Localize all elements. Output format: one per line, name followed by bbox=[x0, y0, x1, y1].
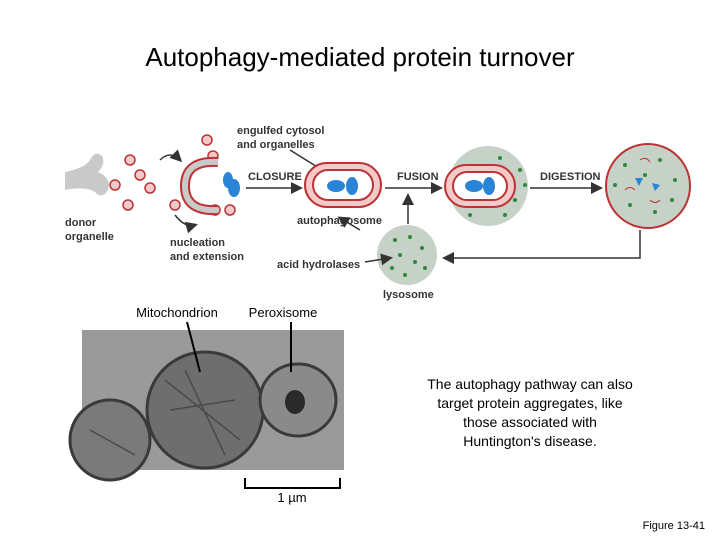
caption-line: target protein aggregates, like bbox=[437, 395, 622, 411]
label: FUSION bbox=[397, 171, 439, 183]
label: acid hydrolases bbox=[277, 259, 360, 271]
label: donor bbox=[65, 217, 97, 229]
title: Autophagy-mediated protein turnover bbox=[145, 42, 575, 72]
label: engulfed cytosol bbox=[237, 125, 324, 137]
label: autophagosome bbox=[297, 215, 382, 227]
caption-line: The autophagy pathway can also bbox=[427, 376, 633, 392]
caption-line: those associated with bbox=[463, 414, 597, 430]
micrograph: Mitochondrion Peroxisome 1 µm bbox=[68, 305, 344, 505]
label: and extension bbox=[170, 251, 244, 263]
label: CLOSURE bbox=[248, 171, 302, 183]
label: DIGESTION bbox=[540, 171, 601, 183]
caption-line: Huntington's disease. bbox=[463, 433, 596, 449]
autophagy-diagram: donor organelle engulfed cytosol and org… bbox=[65, 125, 691, 301]
micrograph-label: Mitochondrion bbox=[136, 305, 218, 320]
label: lysosome bbox=[383, 289, 434, 301]
figure-label: Figure 13-41 bbox=[643, 520, 705, 532]
scale-bar-label: 1 µm bbox=[277, 490, 306, 505]
label: organelle bbox=[65, 231, 114, 243]
micrograph-label: Peroxisome bbox=[249, 305, 318, 320]
caption: The autophagy pathway can also target pr… bbox=[427, 376, 633, 449]
label: and organelles bbox=[237, 139, 315, 151]
label: nucleation bbox=[170, 237, 225, 249]
